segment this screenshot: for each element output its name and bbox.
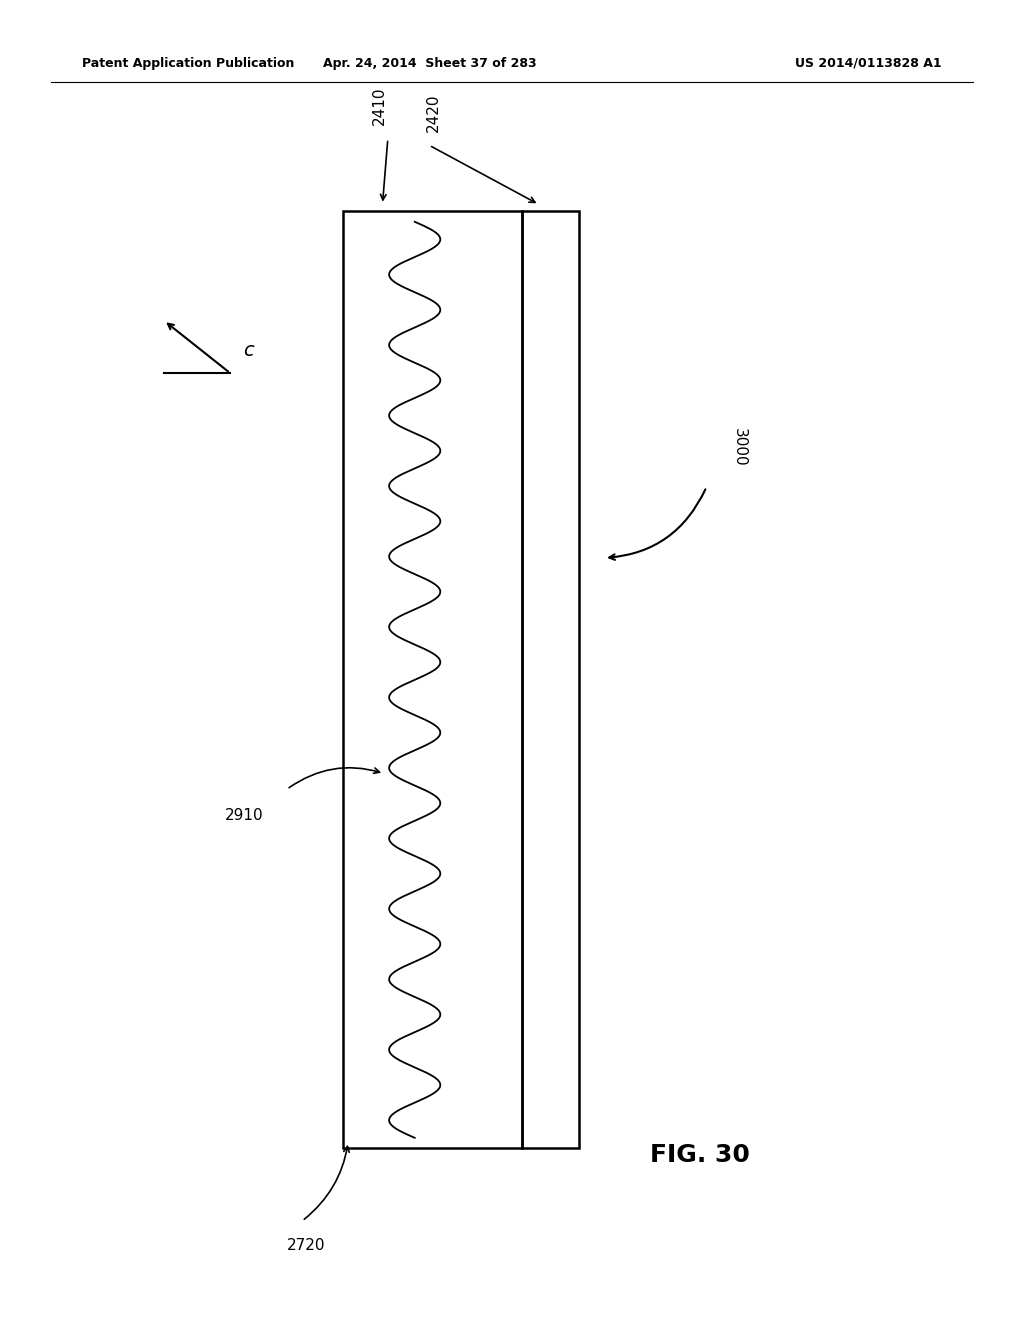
Bar <box>522 211 579 1148</box>
Text: 2720: 2720 <box>287 1238 326 1253</box>
Text: c: c <box>244 342 254 360</box>
Bar <box>343 211 522 1148</box>
Text: 2420: 2420 <box>426 94 440 132</box>
Text: 2910: 2910 <box>225 808 264 824</box>
Text: FIG. 30: FIG. 30 <box>650 1143 751 1167</box>
Text: 3000: 3000 <box>732 429 748 467</box>
Text: 2410: 2410 <box>372 87 387 125</box>
Text: Patent Application Publication: Patent Application Publication <box>82 57 294 70</box>
Text: US 2014/0113828 A1: US 2014/0113828 A1 <box>796 57 942 70</box>
Text: Apr. 24, 2014  Sheet 37 of 283: Apr. 24, 2014 Sheet 37 of 283 <box>324 57 537 70</box>
